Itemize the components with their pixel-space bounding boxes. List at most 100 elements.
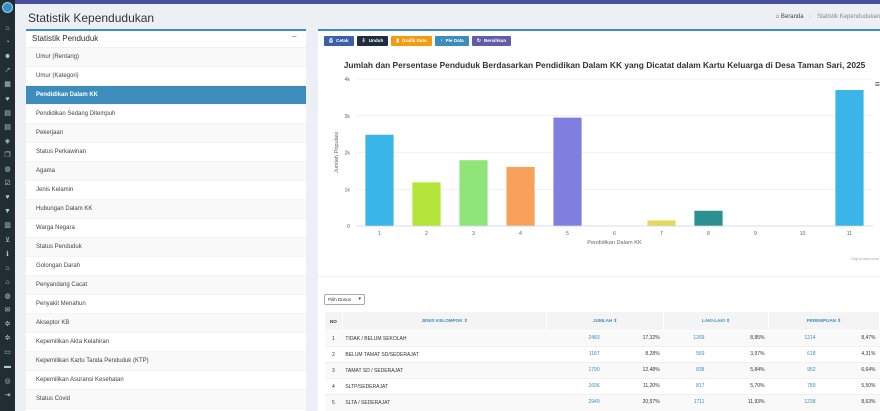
grafik-data-button[interactable]: ▮ Grafik Data (391, 36, 432, 46)
heart-icon[interactable]: ♥ (5, 194, 10, 202)
row-name: SLTA / SEDERAJAT (342, 394, 547, 411)
sidebar-item[interactable]: Jenis Kelamin (26, 181, 306, 200)
col-perempuan[interactable]: PEREMPUAN ⇕ (767, 311, 880, 331)
globe-icon[interactable]: ◍ (4, 292, 11, 300)
sidebar-item[interactable]: Pendidikan Dalam KK (26, 86, 306, 105)
sidebar-item[interactable]: Kepemilikan Akta Kelahiran (26, 333, 306, 352)
laki-count-link[interactable]: 1711 (693, 399, 705, 405)
sidebar-item[interactable]: Kepemilikan Kartu Tanda Penduduk (KTP) (26, 352, 306, 371)
check-square-icon[interactable]: ☑ (4, 180, 11, 188)
sidebar-item[interactable]: Agama (26, 162, 306, 181)
sidebar-item[interactable]: Kepemilikan Asuransi Kesehatan (26, 371, 306, 390)
desktop-icon[interactable]: ▭ (4, 349, 11, 357)
perempuan-percent: 8,63% (861, 399, 876, 405)
perempuan-count-link[interactable]: 618 (807, 351, 816, 357)
breadcrumb-current: Statistik Kependudukan (816, 14, 880, 20)
dashboard-icon[interactable]: ◔ (5, 39, 10, 47)
chart-line-icon[interactable]: ↗ (4, 67, 11, 75)
col-jenis[interactable]: JENIS KELOMPOK ⇕ (341, 311, 548, 331)
perempuan-count-link[interactable]: 1214 (804, 335, 816, 341)
home-icon[interactable]: ⌂ (5, 25, 10, 32)
bersihkan-button[interactable]: ↻ Bersihkan (471, 36, 512, 46)
jumlah-count-link[interactable]: 1187 (588, 351, 600, 357)
col-jumlah[interactable]: JUMLAH ⇕ (546, 311, 665, 331)
y-tick-label: 0 (347, 224, 350, 230)
calendar-icon[interactable]: ▦ (4, 81, 11, 89)
pie-data-button[interactable]: ◔ Pie Data (434, 36, 469, 46)
building-icon[interactable]: ▥ (4, 222, 11, 230)
sidebar-item[interactable]: Umur (Rentang) (26, 48, 306, 67)
laki-count-link[interactable]: 1269 (693, 335, 705, 341)
cetak-button[interactable]: ⎙ Cetak (324, 36, 354, 46)
clone-icon[interactable]: ❐ (4, 151, 11, 159)
sidebar-item[interactable]: Warga Negara (26, 219, 306, 238)
bar-11[interactable] (835, 90, 864, 227)
laki-count-link[interactable]: 838 (696, 367, 705, 373)
bar-1[interactable] (365, 134, 394, 226)
sidebar-item[interactable]: Umur (Kategori) (26, 67, 306, 86)
sidebar-item[interactable]: Akseptor KB (26, 314, 306, 333)
book-icon[interactable]: ▤ (4, 123, 11, 131)
sidebar-item[interactable]: Golongan Darah (26, 257, 306, 276)
monitor-icon[interactable]: ▬ (4, 363, 11, 371)
chart-menu-icon[interactable]: ≡ (874, 79, 880, 89)
perempuan-count-link[interactable]: 952 (807, 367, 816, 373)
row-no: 2 (324, 346, 343, 363)
sign-out-icon[interactable]: ⇥ (4, 391, 11, 399)
row-name: BELUM TAMAT SD/SEDERAJAT (342, 346, 547, 363)
shield-icon[interactable]: ◈ (4, 137, 11, 145)
users-icon[interactable]: ☻ (3, 53, 12, 61)
sidebar-item[interactable]: Pekerjaan (26, 124, 306, 143)
collapse-button[interactable]: − (291, 32, 297, 43)
book-icon[interactable]: ▤ (4, 109, 11, 117)
laki-count-link[interactable]: 817 (696, 383, 705, 389)
bar-7[interactable] (647, 220, 676, 226)
home-icon: ⌂ (775, 14, 780, 20)
sidebar-item[interactable]: Status Perkawinan (26, 143, 306, 162)
jumlah-count-link[interactable]: 2949 (588, 399, 600, 405)
gear-icon[interactable]: ✲ (4, 321, 11, 329)
jumlah-count-link[interactable]: 2483 (588, 335, 600, 341)
perempuan-cell: 1238 8,63% (768, 394, 880, 411)
bar-3[interactable] (459, 160, 488, 226)
sidebar-item[interactable]: Hubungan Dalam KK (26, 200, 306, 219)
laki-percent: 5,84% (750, 367, 765, 373)
jumlah-count-link[interactable]: 1790 (588, 367, 600, 373)
laki-percent: 8,85% (750, 335, 765, 341)
sidebar-item[interactable]: Status Covid (26, 390, 306, 409)
unduh-button[interactable]: ⇩ Unduh (356, 36, 389, 46)
sidebar-item[interactable]: Penyandang Cacat (26, 276, 306, 295)
breadcrumb-home[interactable]: Beranda (780, 14, 804, 20)
bar-8[interactable] (694, 210, 723, 226)
envelope-icon[interactable]: ✉ (4, 307, 11, 314)
perempuan-count-link[interactable]: 1238 (804, 399, 816, 405)
laki-count-link[interactable]: 569 (696, 351, 705, 357)
cart-icon[interactable]: ⊻ (4, 236, 11, 244)
bar-5[interactable] (553, 117, 582, 226)
globe-icon[interactable]: ◍ (4, 166, 11, 173)
table-row: 2 BELUM TAMAT SD/SEDERAJAT 1187 8,28% 569 3,9… (324, 346, 880, 363)
toolbar: ⎙ Cetak ⇩ Unduh ▮ Grafik Data ◔ Pie Data ↻ Bersih… (324, 36, 512, 46)
sidebar-item[interactable]: Status Penduduk (26, 238, 306, 257)
app-logo[interactable] (2, 2, 13, 13)
table-row: 4 SLTP/SEDERAJAT 1606 11,20% 817 5,70% 789 5,50… (324, 378, 880, 395)
bar-4[interactable] (506, 166, 535, 226)
jumlah-count-link[interactable]: 1606 (588, 383, 600, 389)
filter-icon[interactable]: ▼ (4, 208, 11, 216)
dusun-select[interactable]: Pilih Dusun ▾ (324, 294, 365, 305)
sidebar-item[interactable]: Pendidikan Sedang Ditempuh (26, 105, 306, 124)
info-icon[interactable]: ℹ (6, 250, 9, 258)
col-laki[interactable]: LAKI-LAKI ⇕ (663, 311, 769, 331)
sidebar-item[interactable]: Penyakit Menahun (26, 295, 306, 314)
jumlah-cell: 1606 11,20% (546, 378, 664, 395)
heart-icon[interactable]: ♥ (5, 95, 10, 103)
bar-2[interactable] (412, 182, 441, 226)
chart-credits[interactable]: Highcharts.com (851, 256, 879, 261)
jumlah-cell: 1187 8,28% (546, 346, 664, 363)
bank-icon[interactable]: ⌂ (5, 278, 10, 286)
bank-icon[interactable]: ⌂ (5, 264, 10, 272)
life-ring-icon[interactable]: ◎ (4, 377, 11, 385)
gear-icon[interactable]: ✲ (4, 335, 11, 343)
x-tick-label: 3 (472, 231, 475, 237)
perempuan-count-link[interactable]: 789 (807, 383, 816, 389)
